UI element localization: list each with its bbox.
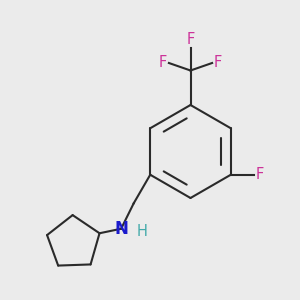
Text: N: N (114, 220, 128, 238)
Text: F: F (214, 55, 222, 70)
Text: H: H (137, 224, 148, 239)
Text: F: F (186, 32, 195, 47)
Text: F: F (159, 55, 167, 70)
Text: F: F (256, 167, 264, 182)
